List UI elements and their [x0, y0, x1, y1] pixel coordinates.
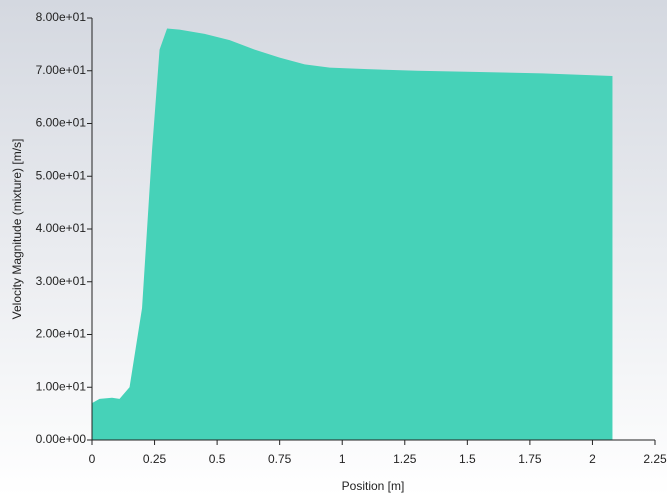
x-tick-label: 0: [89, 452, 96, 466]
x-tick-label: 1: [339, 452, 346, 466]
x-tick-label: 0.25: [143, 452, 167, 466]
x-axis-label: Position [m]: [342, 479, 405, 493]
y-tick-label: 4.00e+01: [36, 221, 87, 235]
x-tick-label: 1.25: [393, 452, 417, 466]
y-tick-label: 5.00e+01: [36, 168, 87, 182]
y-tick-label: 1.00e+01: [36, 379, 87, 393]
y-tick-label: 7.00e+01: [36, 63, 87, 77]
y-tick-label: 0.00e+00: [36, 432, 87, 446]
y-tick-label: 6.00e+01: [36, 116, 87, 130]
x-tick-label: 2.25: [643, 452, 667, 466]
x-tick-label: 0.5: [209, 452, 226, 466]
y-tick-label: 2.00e+01: [36, 327, 87, 341]
x-tick-label: 1.5: [459, 452, 476, 466]
y-axis-label: Velocity Magnitude (mixture) [m/s]: [10, 139, 24, 320]
area: [92, 28, 613, 441]
x-tick-label: 0.75: [268, 452, 292, 466]
y-tick-label: 3.00e+01: [36, 274, 87, 288]
y-tick-label: 8.00e+01: [36, 10, 87, 24]
x-tick-label: 2: [589, 452, 596, 466]
x-tick-label: 1.75: [518, 452, 542, 466]
